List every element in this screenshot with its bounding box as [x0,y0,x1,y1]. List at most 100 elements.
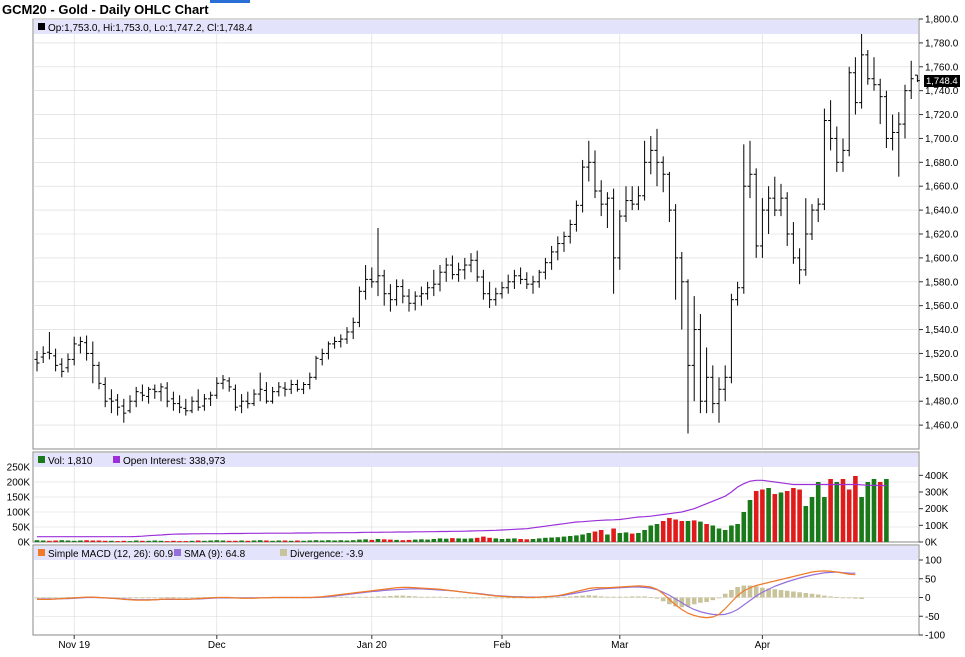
divergence-bar [605,596,610,598]
divergence-bar [592,595,598,598]
oi-tick-label: 400K [925,471,949,482]
ohlc-bar [456,262,462,282]
divergence-bar [543,597,548,599]
divergence-bar [828,596,833,598]
volume-bar [239,540,244,542]
volume-bar [96,540,102,542]
divergence-bar [505,597,511,599]
divergence-bar [722,593,728,598]
divergence-bar [65,597,71,598]
volume-bar [307,540,313,542]
divergence-bar [536,597,542,599]
volume-bar [629,533,635,542]
chart-title: GCM20 - Gold - Daily OHLC Chart [2,2,209,17]
ohlc-bar [908,60,914,100]
volume-bar [598,530,604,542]
ohlc-bar [877,78,883,125]
volume-bar [505,538,511,542]
ohlc-bar [722,365,728,402]
price-legend-swatch [38,23,45,30]
volume-bar [84,540,89,542]
divergence-bar [133,597,139,599]
x-tick-label: Apr [755,640,771,651]
divergence-bar [481,597,486,599]
ohlc-bar [158,383,164,402]
volume-bar [394,539,399,542]
ohlc-bar [400,279,406,304]
divergence-bar [388,596,393,598]
x-tick-label: Dec [208,640,226,651]
divergence-bar [803,593,809,598]
ohlc-bar [356,286,362,328]
ohlc-bar [177,395,183,414]
ohlc-bar [282,382,288,397]
ohlc-bar [288,379,294,395]
ohlc-bar [846,66,852,157]
volume-bar [809,497,815,542]
ohlc-bar [115,394,121,416]
volume-bar [450,538,455,542]
volume-bar [561,536,567,542]
macd-tick-label: -100 [925,631,945,642]
divergence-bar [34,597,40,599]
ohlc-bar [232,384,238,411]
ohlc-bar [766,186,772,234]
volume-bar [388,539,393,542]
title-tab-indicator [210,0,250,3]
price-tick-label: 1,680.0 [925,158,959,169]
oi-legend-swatch [113,456,120,463]
divergence-bar [450,597,455,599]
oi-tick-label: 100K [925,521,949,532]
divergence-bar [115,597,120,599]
ohlc-bar [381,269,387,306]
volume-bar [462,538,468,542]
ohlc-bar [170,391,176,411]
price-tick-label: 1,500.0 [925,373,959,384]
volume-bar [704,524,709,542]
volume-bar [605,534,610,542]
volume-bar [412,539,418,542]
volume-bar [512,538,517,542]
ohlc-bar [704,347,710,414]
ohlc-bar [611,188,617,294]
ohlc-bar [654,128,660,187]
price-tick-label: 1,660.0 [925,182,959,193]
volume-bar [648,525,654,542]
ohlc-bar [195,389,201,411]
volume-bar [679,521,685,542]
divergence-bar [375,596,381,598]
divergence-bar [140,597,145,599]
ohlc-bar [480,269,486,300]
volume-bar [152,540,158,542]
volume-bar [425,539,430,542]
x-tick-label: Mar [611,640,629,651]
volume-bar [251,540,257,542]
ohlc-bar [549,245,555,270]
ohlc-bar [53,348,59,372]
price-tick-label: 1,540.0 [925,325,959,336]
oi-tick-label: 200K [925,504,949,515]
divergence-bar [555,597,561,598]
ohlc-bar [71,336,77,366]
divergence-bar [40,597,46,599]
volume-bar [357,539,362,542]
volume-bar [282,540,288,542]
divergence-bar [487,597,492,599]
ohlc-bar [449,255,455,280]
volume-bar [871,479,877,542]
divergence-bar [598,596,604,598]
volume-bar [245,540,251,542]
ohlc-bar [443,257,449,282]
volume-bar [456,538,461,542]
ohlc-bar [90,341,96,384]
ohlc-bar [325,341,331,360]
volume-bar [853,476,858,542]
ohlc-bar [772,176,778,217]
divergence-bar [468,597,474,599]
ohlc-bar [666,171,672,223]
divergence-bar [567,596,573,598]
volume-tick-label: 0K [18,538,31,549]
volume-bar [344,540,350,542]
volume-bar [177,541,182,542]
ohlc-bar [108,389,114,414]
